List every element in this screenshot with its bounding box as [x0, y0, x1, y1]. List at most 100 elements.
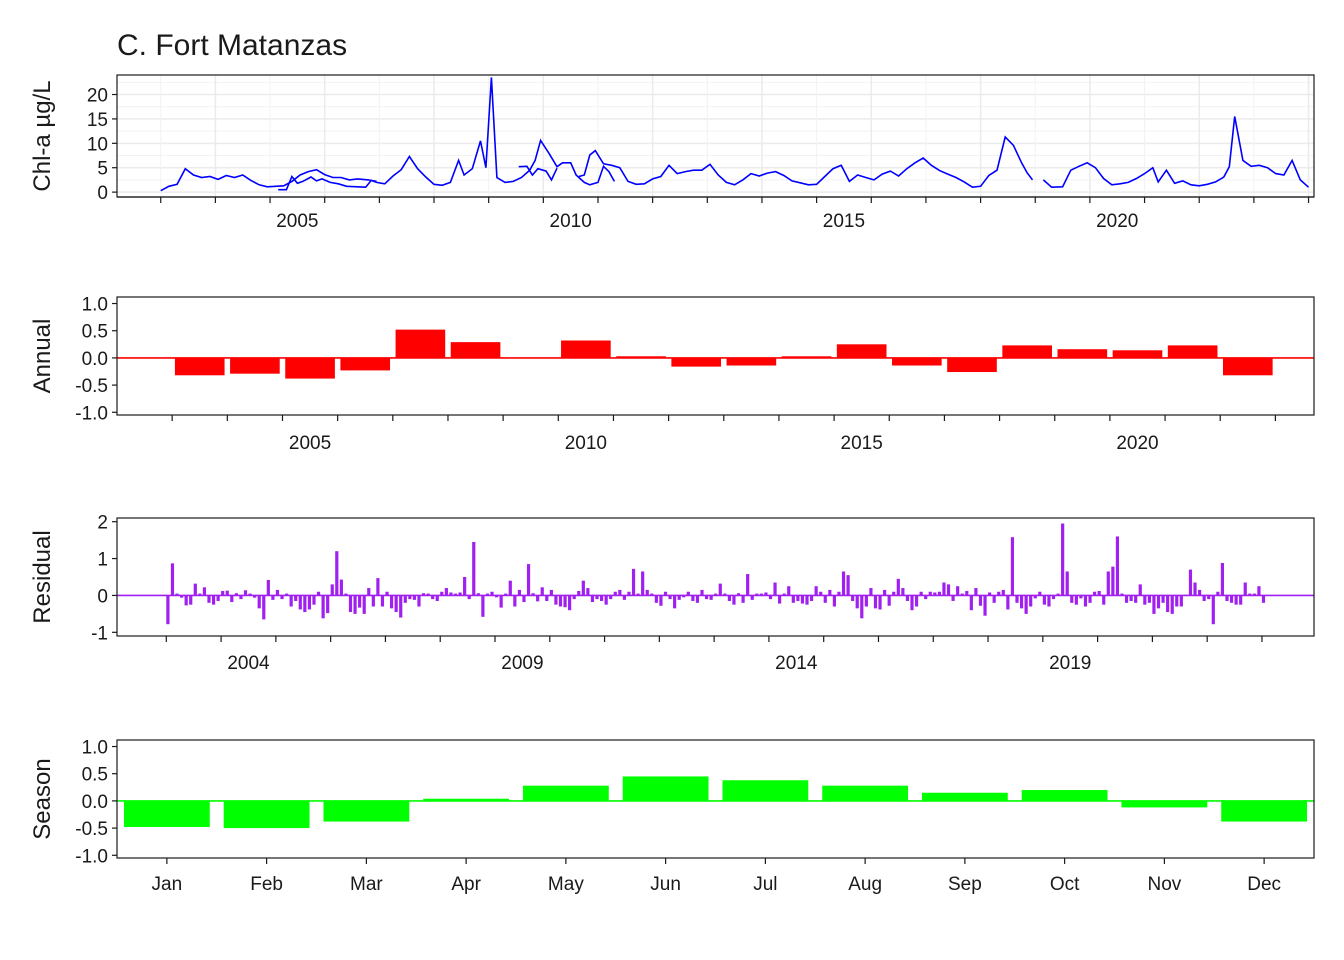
- residual-bar: [170, 563, 175, 596]
- residual-bar: [1179, 595, 1183, 607]
- residual-bar: [280, 595, 284, 600]
- residual-bar: [522, 595, 526, 603]
- residual-bar: [1248, 593, 1252, 596]
- annual-bar: [836, 344, 887, 358]
- residual-bar: [1042, 595, 1046, 605]
- residual-bar: [846, 575, 850, 596]
- x-tick-label: 2019: [1049, 653, 1091, 674]
- residual-bar: [1211, 595, 1215, 625]
- residual-bar: [1006, 595, 1010, 610]
- residual-bar: [837, 591, 841, 596]
- residual-bar: [1207, 595, 1211, 600]
- residual-bar: [673, 595, 677, 609]
- residual-bar: [622, 595, 627, 600]
- residual-bar: [677, 595, 681, 600]
- season-bar: [1121, 800, 1208, 808]
- y-tick-label: 1.0: [82, 738, 108, 759]
- residual-bar: [298, 595, 302, 610]
- residual-bar: [230, 595, 234, 603]
- residual-bar: [545, 595, 549, 601]
- y-tick-label: 0: [97, 586, 108, 607]
- residual-bar: [650, 593, 654, 596]
- residual-bar: [686, 591, 690, 596]
- residual-bar: [472, 541, 476, 596]
- residual-bar: [211, 595, 216, 605]
- residual-bar: [755, 593, 759, 596]
- residual-bar: [864, 595, 868, 607]
- residual-bar: [946, 584, 951, 596]
- residual-bar: [691, 595, 695, 601]
- residual-bar: [1143, 595, 1147, 605]
- residual-bar: [855, 595, 859, 609]
- annual-bar: [726, 357, 777, 366]
- residual-bar: [586, 588, 590, 596]
- residual-bar: [887, 595, 891, 606]
- residual-bar: [704, 595, 709, 600]
- residual-bar: [883, 589, 887, 596]
- residual-bar: [257, 595, 261, 609]
- residual-bar: [412, 595, 417, 600]
- residual-bar: [358, 595, 362, 608]
- season-bar: [323, 800, 410, 822]
- residual-bar: [440, 591, 444, 596]
- y-tick-label: 15: [87, 110, 108, 131]
- chl-a-series-line: [518, 165, 558, 182]
- annual-bar: [230, 357, 280, 374]
- y-axis-label: Season: [29, 758, 56, 839]
- residual-bar: [408, 595, 412, 600]
- season-bar: [1221, 800, 1308, 822]
- residual-bar: [997, 591, 1001, 596]
- season-bar: [123, 800, 210, 828]
- residual-bar: [1234, 595, 1238, 605]
- annual-bar: [781, 356, 832, 358]
- y-tick-label: -0.5: [75, 819, 108, 840]
- y-axis-label: Chl-a µg/L: [29, 80, 56, 191]
- residual-bar: [782, 593, 786, 596]
- y-tick-label: 10: [87, 134, 108, 155]
- residual-bar: [668, 595, 672, 600]
- residual-bar: [1198, 589, 1202, 596]
- residual-bar: [604, 595, 608, 605]
- residual-bar: [1029, 595, 1033, 607]
- residual-bar: [262, 595, 266, 620]
- residual-bar: [809, 595, 814, 601]
- residual-bar: [1047, 595, 1051, 607]
- residual-bar: [832, 595, 836, 607]
- residual-bar: [348, 595, 353, 613]
- x-tick-label: Jan: [152, 874, 183, 895]
- annual-bar: [174, 357, 225, 376]
- residual-bar: [641, 571, 645, 596]
- residual-bar: [1033, 595, 1037, 599]
- residual-bar: [1024, 595, 1028, 614]
- y-tick-label: -0.5: [75, 376, 108, 397]
- residual-bar: [901, 588, 905, 596]
- residual-bar: [403, 595, 407, 603]
- residual-bar: [303, 595, 307, 613]
- residual-bar: [800, 595, 805, 604]
- residual-bar: [1061, 523, 1065, 596]
- residual-bar: [1147, 595, 1151, 603]
- residual-bar: [595, 595, 599, 600]
- residual-bar: [389, 595, 394, 609]
- residual-bar: [914, 595, 919, 607]
- residual-bar: [878, 595, 882, 610]
- residual-bar: [919, 591, 923, 596]
- residual-bar: [1257, 586, 1261, 596]
- residual-bar: [869, 588, 873, 596]
- residual-bar: [435, 595, 439, 601]
- residual-bar: [371, 595, 375, 607]
- annual-bar: [1057, 349, 1108, 358]
- residual-bar: [841, 571, 846, 596]
- residual-bar: [1102, 595, 1106, 605]
- residual-bar: [353, 595, 357, 614]
- residual-bar: [458, 592, 462, 596]
- residual-bar: [526, 564, 531, 596]
- residual-bar: [1229, 595, 1234, 603]
- residual-bar: [1015, 595, 1019, 603]
- residual-bar: [549, 589, 553, 596]
- panel-frame: [116, 739, 1315, 859]
- annual-bar: [561, 340, 611, 358]
- residual-bar: [892, 591, 896, 596]
- residual-bar: [1120, 593, 1124, 596]
- residual-bar: [974, 588, 978, 596]
